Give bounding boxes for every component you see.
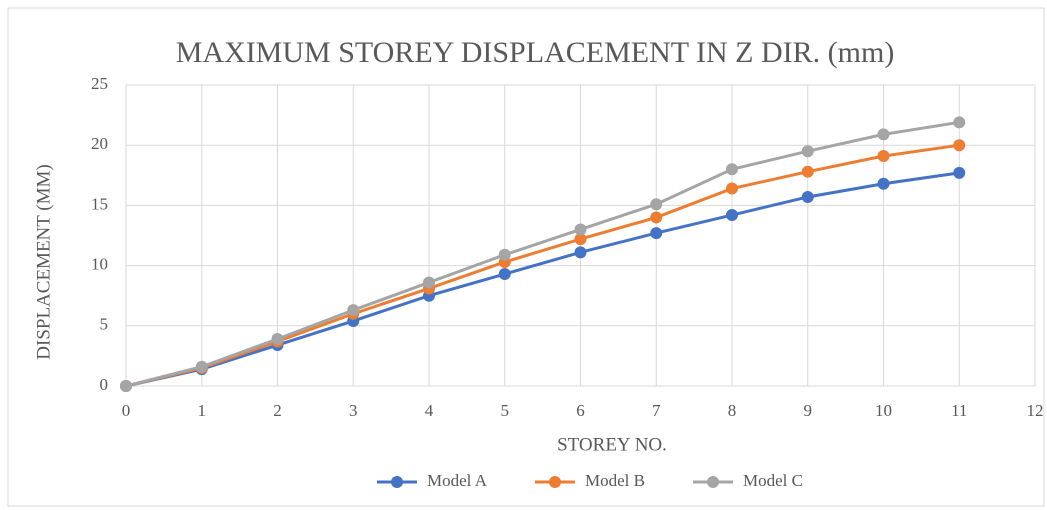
data-point bbox=[498, 268, 511, 281]
data-point bbox=[726, 182, 738, 195]
data-point bbox=[271, 333, 284, 346]
legend-label: Model C bbox=[743, 471, 803, 490]
x-tick-label: 12 bbox=[1027, 401, 1044, 420]
legend-marker bbox=[707, 476, 719, 488]
y-tick-label: 20 bbox=[91, 134, 108, 153]
data-point bbox=[347, 304, 360, 317]
data-point bbox=[650, 211, 663, 224]
x-tick-label: 6 bbox=[576, 401, 585, 420]
data-point bbox=[801, 165, 814, 178]
data-point bbox=[877, 150, 890, 163]
x-tick-label: 2 bbox=[273, 401, 282, 420]
x-tick-label: 0 bbox=[122, 401, 131, 420]
series-line bbox=[125, 171, 960, 388]
data-point bbox=[650, 227, 663, 240]
data-point bbox=[120, 380, 132, 392]
data-point bbox=[953, 166, 966, 179]
y-tick-label: 15 bbox=[91, 194, 108, 213]
x-tick-label: 9 bbox=[804, 401, 813, 420]
x-tick-label: 4 bbox=[425, 401, 434, 420]
x-tick-label: 11 bbox=[951, 401, 967, 420]
x-tick-label: 5 bbox=[501, 401, 510, 420]
y-tick-label: 25 bbox=[91, 74, 108, 93]
data-point bbox=[726, 209, 738, 222]
data-point bbox=[574, 233, 587, 246]
data-point bbox=[726, 163, 738, 176]
legend-label: Model B bbox=[585, 471, 645, 490]
x-tick-label: 8 bbox=[728, 401, 737, 420]
data-point bbox=[498, 248, 511, 261]
legend-marker bbox=[549, 476, 561, 488]
data-point bbox=[650, 198, 663, 211]
data-point bbox=[801, 145, 814, 158]
data-point bbox=[195, 360, 208, 373]
data-point bbox=[953, 139, 966, 152]
x-axis-title: STOREY NO. bbox=[557, 434, 667, 455]
y-tick-label: 0 bbox=[100, 375, 109, 394]
legend-marker bbox=[391, 476, 403, 488]
data-point bbox=[953, 116, 966, 129]
y-tick-label: 10 bbox=[91, 255, 108, 274]
y-tick-label: 5 bbox=[100, 315, 109, 334]
data-point bbox=[877, 128, 890, 141]
x-tick-label: 7 bbox=[652, 401, 661, 420]
data-point bbox=[801, 190, 814, 203]
data-point bbox=[877, 177, 890, 190]
series-line bbox=[125, 120, 960, 388]
x-tick-label: 3 bbox=[349, 401, 358, 420]
chart-title: MAXIMUM STOREY DISPLACEMENT IN Z DIR. (m… bbox=[176, 36, 895, 69]
legend-label: Model A bbox=[427, 471, 488, 490]
data-point bbox=[574, 246, 587, 259]
x-tick-label: 10 bbox=[875, 401, 892, 420]
data-point bbox=[574, 223, 587, 236]
series-line bbox=[125, 143, 960, 388]
x-tick-label: 1 bbox=[198, 401, 207, 420]
y-axis-title: DISPLACEMENT (MM) bbox=[33, 164, 54, 359]
data-point bbox=[423, 276, 435, 289]
